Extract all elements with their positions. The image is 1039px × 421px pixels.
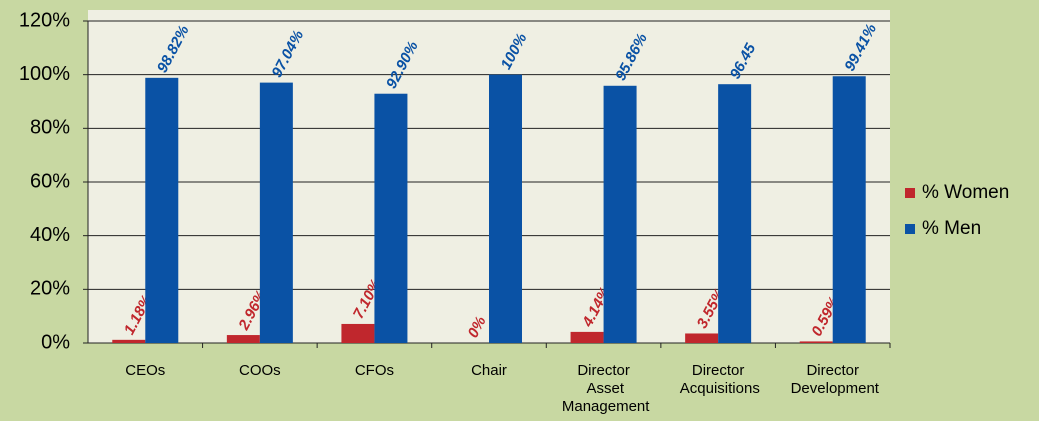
legend-swatch [905, 224, 915, 234]
y-tick-label: 0% [41, 331, 70, 353]
x-tick-label: Director Acquisitions [676, 362, 759, 397]
x-tick-label: Chair [471, 362, 507, 379]
x-tick-label: Director Asset Management [558, 362, 651, 415]
bar [374, 93, 408, 344]
x-tick-label: Director Development [786, 362, 879, 397]
bar [489, 74, 522, 344]
legend-swatch [905, 188, 915, 198]
bar [226, 335, 260, 343]
bar [799, 341, 833, 343]
bar [718, 84, 752, 343]
bar [341, 323, 375, 343]
legend-label: % Men [922, 218, 981, 239]
bar [603, 85, 637, 343]
y-tick-label: 20% [30, 278, 70, 300]
label-line: Acquisitions [676, 380, 759, 397]
label-line: Development [786, 380, 879, 397]
bar [112, 339, 146, 343]
y-tick-label: 60% [30, 170, 70, 192]
bar [832, 76, 866, 344]
bar [685, 333, 719, 343]
y-tick-label: 40% [30, 224, 70, 246]
label-line: Director [577, 362, 630, 379]
label-line: Director [806, 362, 859, 379]
x-tick-label: CEOs [125, 362, 165, 379]
bar [259, 82, 293, 343]
label-line: Director [692, 362, 745, 379]
bar [570, 331, 604, 343]
legend-label: % Women [922, 182, 1009, 203]
y-tick-label: 120% [19, 9, 70, 31]
x-tick-label: CFOs [355, 362, 394, 379]
y-tick-label: 100% [19, 63, 70, 85]
label-line: Management [558, 398, 651, 415]
bar [145, 77, 179, 343]
label-line: Asset [583, 380, 625, 397]
y-tick-label: 80% [30, 117, 70, 139]
x-tick-label: COOs [239, 362, 281, 379]
